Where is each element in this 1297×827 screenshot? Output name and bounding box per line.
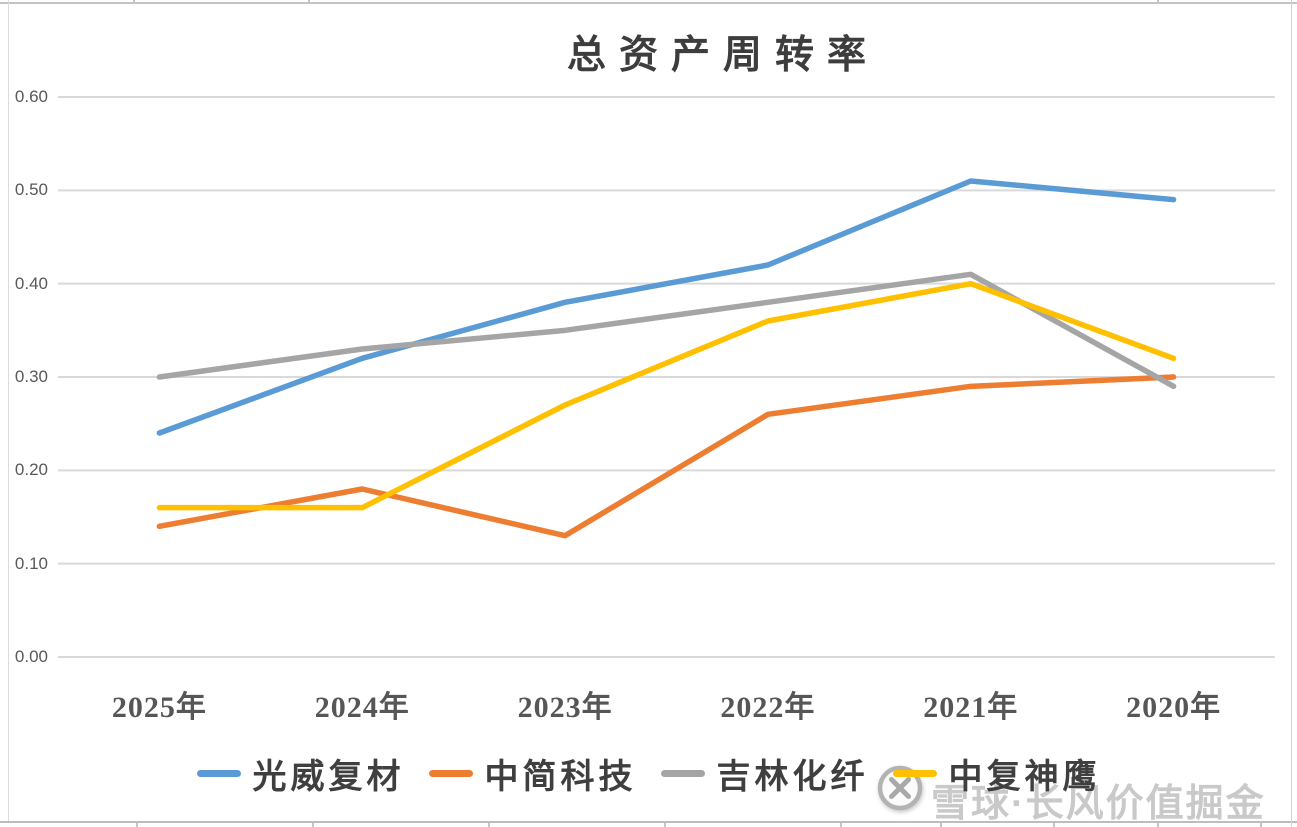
x-tick-label: 2025年	[111, 691, 207, 724]
worksheet-bottom-gridline	[0, 821, 1297, 823]
legend-swatch-icon	[196, 769, 241, 777]
legend-item-0: 光威复材	[196, 749, 405, 798]
y-tick-label: 0.10	[14, 553, 48, 573]
worksheet-cell-tick	[312, 823, 314, 827]
worksheet-cell-tick	[1157, 823, 1159, 827]
legend-label: 中简科技	[484, 758, 637, 796]
worksheet-cell-tick	[133, 0, 135, 3]
worksheet-cell-tick	[664, 823, 666, 827]
series-line-3	[156, 280, 1177, 511]
legend-label: 光威复材	[252, 758, 405, 796]
y-tick-label: 0.20	[14, 460, 48, 480]
worksheet-cell-tick	[1053, 823, 1055, 827]
chart-title: 总资产周转率	[566, 34, 880, 77]
worksheet-cell-tick	[940, 823, 942, 827]
worksheet-top-gridline	[0, 2, 1297, 4]
x-tick-label: 2022年	[720, 691, 816, 724]
x-tick-label: 2023年	[517, 691, 613, 724]
y-tick-label: 0.30	[14, 367, 48, 386]
y-tick-label: 0.00	[14, 647, 48, 666]
worksheet-cell-tick	[308, 0, 310, 3]
worksheet-cell-tick	[488, 823, 490, 827]
x-tick-label: 2024年	[314, 691, 410, 724]
legend-label: 吉林化纤	[716, 758, 869, 796]
series-line-1	[156, 374, 1177, 539]
y-tick-label: 0.40	[14, 273, 48, 293]
worksheet-cell-tick	[1260, 823, 1262, 827]
legend-label: 中复神鹰	[948, 758, 1101, 796]
series-line-0	[156, 178, 1177, 436]
worksheet-cell-tick	[1157, 0, 1159, 3]
worksheet-left-gridline	[8, 0, 9, 821]
worksheet-cell-tick	[136, 823, 138, 827]
series-line-2	[156, 271, 1177, 390]
y-tick-label: 0.50	[14, 180, 48, 200]
legend-item-1: 中简科技	[428, 749, 637, 798]
x-tick-label: 2021年	[923, 691, 1019, 724]
legend-item-2: 吉林化纤	[660, 749, 869, 798]
x-tick-label: 2020年	[1126, 691, 1222, 724]
legend-item-3: 中复神鹰	[892, 749, 1101, 798]
legend: 光威复材 中简科技 吉林化纤 中复神鹰	[0, 748, 1297, 798]
legend-swatch-icon	[428, 769, 473, 777]
legend-swatch-icon	[892, 769, 937, 777]
y-tick-label: 0.60	[14, 87, 48, 106]
worksheet-right-gridline	[1291, 0, 1292, 827]
worksheet-cell-tick	[840, 823, 842, 827]
legend-swatch-icon	[660, 769, 705, 777]
